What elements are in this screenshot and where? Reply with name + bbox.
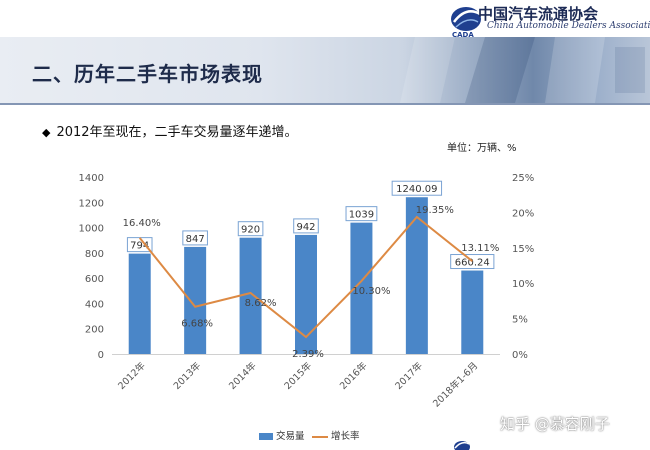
banner-divider [0,103,650,105]
bar [350,222,373,354]
growth-rate-label: 13.11% [461,243,499,254]
x-tick-label: 2012年 [116,359,149,392]
bar-value-label-box [126,237,153,253]
growth-rate-label: 19.35% [416,205,454,216]
bar-value-label: 1240.09 [396,184,437,195]
growth-rate-label: 10.30% [352,286,390,297]
bullet-text: 2012年至现在，二手车交易量逐年递增。 [56,125,298,140]
diamond-bullet-icon: ◆ [42,126,51,139]
x-tick-label: 2014年 [226,359,259,392]
watermark: 知乎 @慕容刚子 [500,415,610,433]
bar-value-label-box [345,206,378,222]
right-axis-tick-label: 20% [512,208,534,219]
left-axis-tick-label: 1000 [79,224,104,235]
bar-value-label-box [293,218,319,234]
left-axis-tick-label: 200 [85,325,104,336]
bar [405,197,428,354]
bar [128,253,151,354]
legend-bar-label: 交易量 [276,431,305,442]
bar-value-label: 942 [296,222,315,233]
growth-line [138,215,473,339]
bar [461,270,484,354]
org-name-en: China Automobile Dealers Association [487,21,650,31]
left-axis-tick-label: 1400 [79,173,104,184]
growth-rate-label: 2.39% [292,349,324,360]
left-axis: 0 200 400 600 800 1000 1200 1400 [79,173,104,361]
legend-item-growth: 增长率 [312,428,360,442]
bar-value-label: 1039 [349,210,374,221]
left-axis-tick-label: 1200 [79,198,104,209]
legend-bar-swatch [259,433,273,440]
growth-rate-label: 16.40% [123,218,161,229]
right-axis-tick-label: 0% [512,350,528,361]
line-series: 16.40% 6.68% 8.62% 2.39% 10.30% 19.35% 13.11% [123,205,500,360]
bar-value-label: 794 [130,241,149,252]
right-axis-tick-label: 15% [512,244,534,255]
bar-series: 794 847 920 942 1039 1240.09 660.24 [112,180,500,355]
right-axis-tick-label: 10% [512,279,534,290]
legend-line-label: 增长率 [331,431,360,442]
section-banner [0,37,650,103]
legend-item-volume: 交易量 [259,428,305,442]
growth-rate-label: 6.68% [181,319,213,330]
footer-logo-icon [454,441,470,450]
x-tick-label: 2018年1-6月 [430,360,480,410]
bar-value-label-box [237,221,264,237]
bar [295,234,317,354]
right-axis-tick-label: 5% [512,315,528,326]
org-name: 中国汽车流通协会 [478,5,599,23]
section-title: 二、历年二手车市场表现 [32,62,263,86]
growth-rate-label: 8.62% [245,298,277,309]
bar [239,237,262,354]
left-axis-tick-label: 0 [98,350,104,361]
logo-text: CADA [452,31,474,39]
x-tick-label: 2017年 [393,359,426,392]
banner-decoration [400,37,645,103]
x-tick-label: 2013年 [171,359,204,392]
x-axis-labels: 2012年 2013年 2014年 2015年 2016年 2017年 2018年1-6月 [116,359,481,409]
bullet-point: ◆ 2012年至现在，二手车交易量逐年递增。 [42,121,298,140]
right-axis: 0% 5% 10% 15% 20% 25% [512,173,534,361]
left-axis-tick-label: 400 [85,299,104,310]
unit-label: 单位：万辆、% [447,143,517,154]
bar-value-label: 920 [241,225,260,236]
x-tick-label: 2016年 [337,359,370,392]
bar [184,246,207,354]
bar-value-label: 660.24 [455,258,490,269]
bar-value-label-box [391,180,443,196]
right-axis-tick-label: 25% [512,173,534,184]
legend-line-swatch [312,435,328,438]
left-axis-tick-label: 600 [85,274,104,285]
bar-value-label-box [182,230,208,246]
x-tick-label: 2015年 [282,359,315,392]
bar-value-label-box [450,254,495,270]
cada-logo: CADA [451,7,481,39]
bar-value-label: 847 [186,234,205,245]
left-axis-tick-label: 800 [85,249,104,260]
